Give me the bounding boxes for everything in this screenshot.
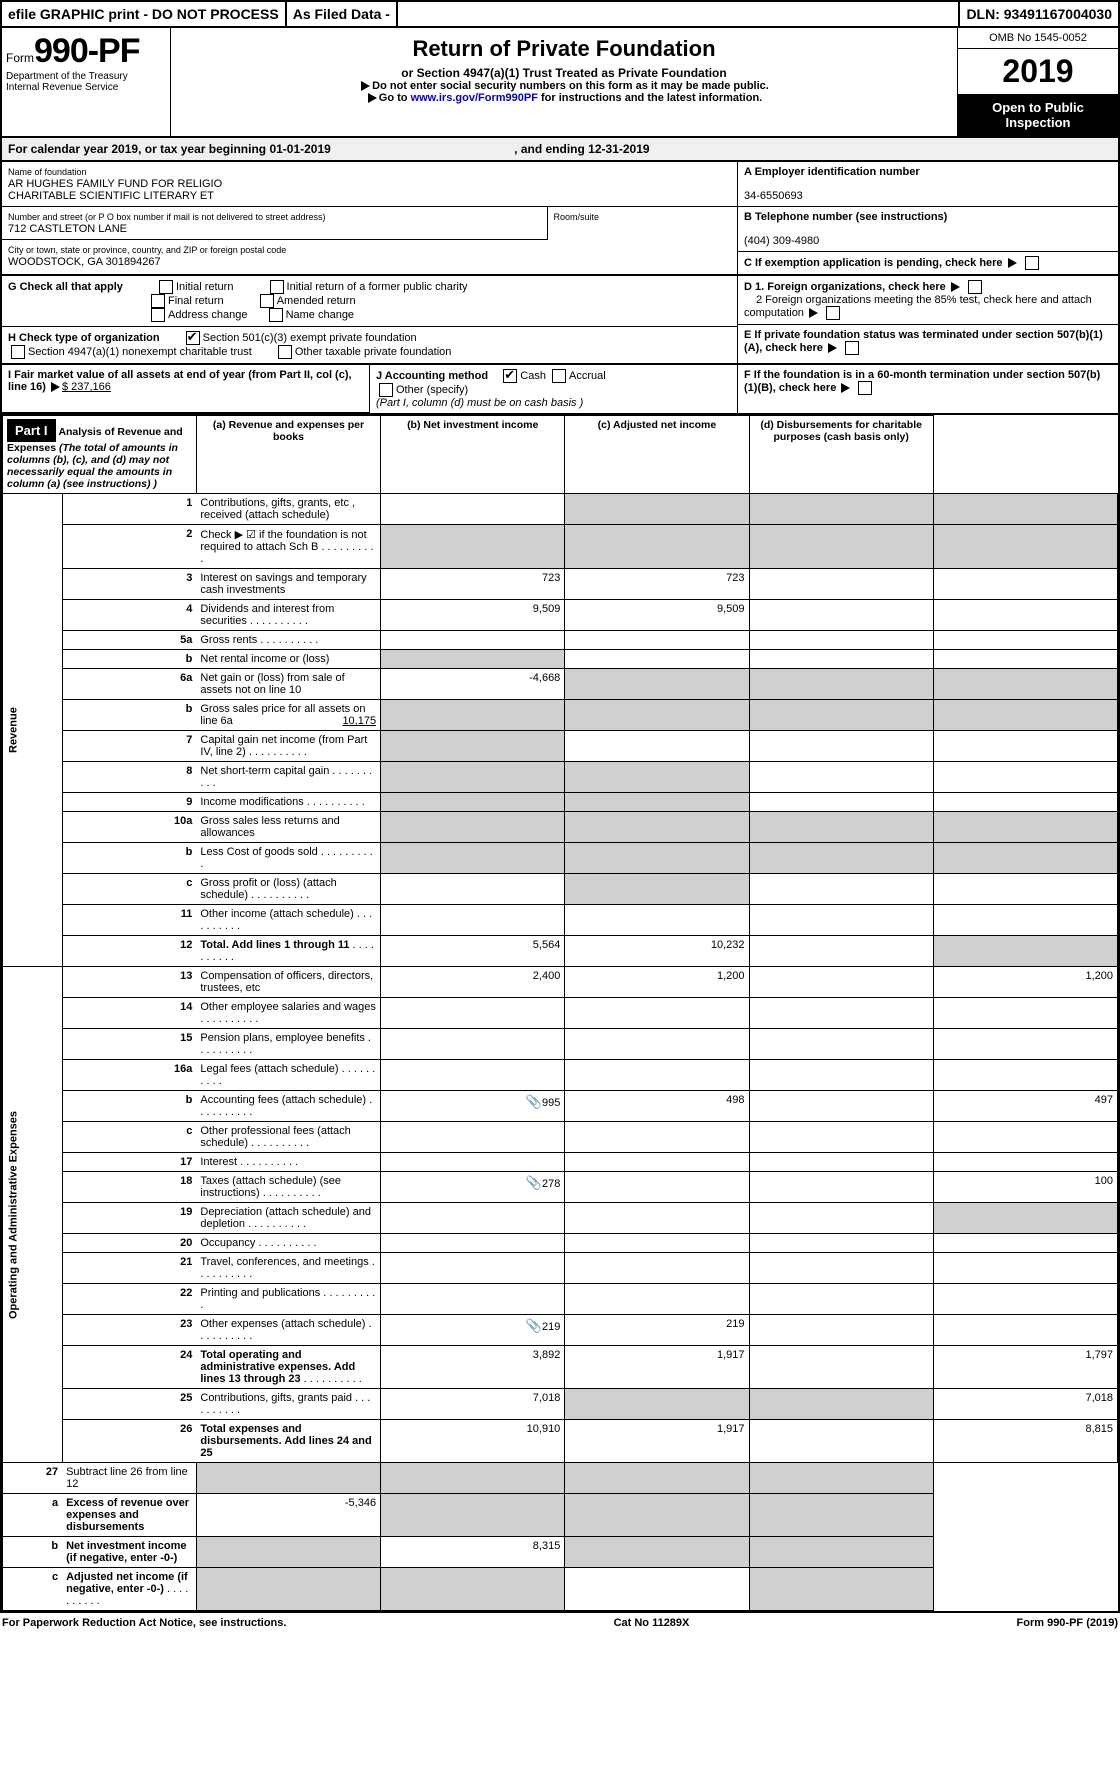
- table-row: 16aLegal fees (attach schedule): [3, 1060, 1118, 1091]
- table-row: aExcess of revenue over expenses and dis…: [3, 1494, 1118, 1537]
- d-foreign: D 1. Foreign organizations, check here 2…: [738, 276, 1118, 325]
- street-address: Number and street (or P O box number if …: [2, 207, 548, 240]
- f-termination: F If the foundation is in a 60-month ter…: [738, 365, 1118, 421]
- ein: A Employer identification number34-65506…: [738, 162, 1118, 207]
- ijf-block: I Fair market value of all assets at end…: [0, 365, 1120, 415]
- table-row: 6aNet gain or (loss) from sale of assets…: [3, 669, 1118, 700]
- j-method: J Accounting method Cash Accrual Other (…: [370, 365, 737, 413]
- table-row: 26Total expenses and disbursements. Add …: [3, 1420, 1118, 1463]
- g-check: G Check all that apply Initial return In…: [2, 276, 737, 327]
- table-row: 4Dividends and interest from securities9…: [3, 600, 1118, 631]
- table-row: 14Other employee salaries and wages: [3, 998, 1118, 1029]
- table-row: 11Other income (attach schedule): [3, 905, 1118, 936]
- table-row: 7Capital gain net income (from Part IV, …: [3, 731, 1118, 762]
- table-row: 21Travel, conferences, and meetings: [3, 1253, 1118, 1284]
- header-right: OMB No 1545-0052 2019 Open to Public Ins…: [957, 28, 1118, 136]
- table-row: cAdjusted net income (if negative, enter…: [3, 1568, 1118, 1611]
- header-mid: Return of Private Foundation or Section …: [171, 28, 957, 136]
- h-check: H Check type of organization Section 501…: [2, 327, 737, 363]
- table-row: 19Depreciation (attach schedule) and dep…: [3, 1203, 1118, 1234]
- table-row: 18Taxes (attach schedule) (see instructi…: [3, 1172, 1118, 1203]
- footer: For Paperwork Reduction Act Notice, see …: [0, 1613, 1120, 1633]
- table-row: bGross sales price for all assets on lin…: [3, 700, 1118, 731]
- checkbox[interactable]: [1025, 256, 1039, 270]
- table-row: bNet rental income or (loss): [3, 650, 1118, 669]
- top-bar: efile GRAPHIC print - DO NOT PROCESS As …: [0, 0, 1120, 28]
- triangle-icon: [361, 81, 370, 91]
- table-row: bNet investment income (if negative, ent…: [3, 1537, 1118, 1568]
- calendar-row: For calendar year 2019, or tax year begi…: [0, 138, 1120, 162]
- table-row: cGross profit or (loss) (attach schedule…: [3, 874, 1118, 905]
- table-row: 17Interest: [3, 1153, 1118, 1172]
- table-row: 27Subtract line 26 from line 12: [3, 1463, 1118, 1494]
- part1-header: Part I Analysis of Revenue and Expenses …: [0, 415, 1120, 1613]
- info-block: Name of foundation AR HUGHES FAMILY FUND…: [0, 162, 1120, 276]
- table-row: bLess Cost of goods sold: [3, 843, 1118, 874]
- city-state: City or town, state or province, country…: [2, 240, 737, 272]
- table-row: 9Income modifications: [3, 793, 1118, 812]
- e-terminated: E If private foundation status was termi…: [738, 325, 1118, 359]
- table-row: 22Printing and publications: [3, 1284, 1118, 1315]
- dln-label: DLN: 93491167004030: [960, 2, 1118, 26]
- efile-label: efile GRAPHIC print - DO NOT PROCESS: [2, 2, 287, 26]
- telephone: B Telephone number (see instructions)(40…: [738, 207, 1118, 252]
- table-row: 2Check ▶ ☑ if the foundation is not requ…: [3, 525, 1118, 569]
- irs-link[interactable]: www.irs.gov/Form990PF: [411, 92, 538, 104]
- table-row: 23Other expenses (attach schedule)📎21921…: [3, 1315, 1118, 1346]
- header: Form990-PF Department of the Treasury In…: [0, 28, 1120, 138]
- i-fmv: I Fair market value of all assets at end…: [2, 365, 370, 413]
- room-suite: Room/suite: [548, 207, 738, 240]
- header-left: Form990-PF Department of the Treasury In…: [2, 28, 171, 136]
- asfiled-label: As Filed Data -: [287, 2, 398, 26]
- table-row: 8Net short-term capital gain: [3, 762, 1118, 793]
- check-block: G Check all that apply Initial return In…: [0, 276, 1120, 365]
- triangle-icon: [368, 93, 377, 103]
- table-row: 25Contributions, gifts, grants paid7,018…: [3, 1389, 1118, 1420]
- foundation-name: Name of foundation AR HUGHES FAMILY FUND…: [2, 162, 737, 207]
- table-row: bAccounting fees (attach schedule)📎99549…: [3, 1091, 1118, 1122]
- table-row: Revenue1Contributions, gifts, grants, et…: [3, 494, 1118, 525]
- exemption-pending: C If exemption application is pending, c…: [738, 252, 1118, 274]
- table-row: cOther professional fees (attach schedul…: [3, 1122, 1118, 1153]
- table-row: 5aGross rents: [3, 631, 1118, 650]
- table-row: 12Total. Add lines 1 through 115,56410,2…: [3, 936, 1118, 967]
- table-row: 15Pension plans, employee benefits: [3, 1029, 1118, 1060]
- table-row: 3Interest on savings and temporary cash …: [3, 569, 1118, 600]
- table-row: 24Total operating and administrative exp…: [3, 1346, 1118, 1389]
- form-title: Return of Private Foundation: [175, 36, 953, 62]
- table-row: Operating and Administrative Expenses13C…: [3, 967, 1118, 998]
- table-row: 20Occupancy: [3, 1234, 1118, 1253]
- table-row: 10aGross sales less returns and allowanc…: [3, 812, 1118, 843]
